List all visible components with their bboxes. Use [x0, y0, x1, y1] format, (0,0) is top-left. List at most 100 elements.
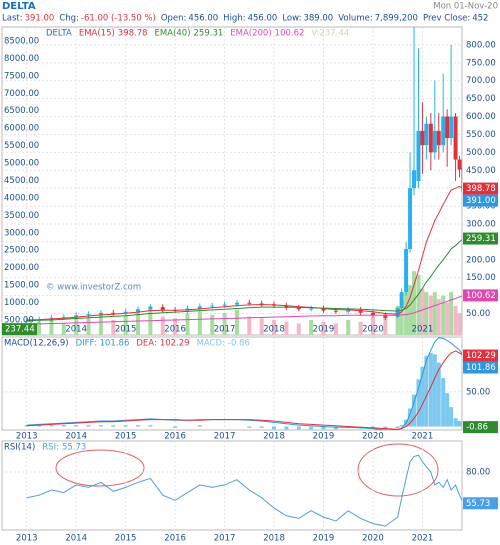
- quote-value: 456.00: [188, 14, 218, 24]
- macd-bar: [445, 393, 450, 427]
- value-box-label: 100.62: [466, 291, 496, 301]
- candle-body: [296, 307, 301, 310]
- candle-body: [333, 310, 338, 312]
- x-tick-label: 2021: [412, 534, 434, 544]
- candle-body: [309, 308, 314, 310]
- volume-bar: [412, 271, 417, 335]
- macd-bar: [247, 426, 252, 428]
- macd-bar: [420, 366, 425, 427]
- y-tick-label: 50.00: [466, 309, 490, 319]
- y-tick-label: 800.00: [466, 40, 496, 50]
- x-tick-label: 2020: [362, 325, 384, 335]
- volume-bar: [234, 309, 239, 335]
- macd-bar: [61, 425, 66, 427]
- panel-title: MACD(12,26,9): [4, 339, 69, 349]
- legend-value: 55.73: [62, 443, 86, 453]
- volume-bar: [49, 320, 54, 335]
- quote-value: -61.00 (-13.50 %): [81, 14, 156, 24]
- volume-bar: [395, 306, 400, 335]
- legend-value: 102.29: [160, 339, 190, 349]
- y-tick-label: 600.00: [466, 112, 496, 122]
- volume-bar: [74, 316, 79, 335]
- macd-bar: [272, 426, 277, 430]
- volume-bar: [383, 313, 388, 335]
- annotation-circle: [55, 449, 145, 487]
- legend-name: EMA(40): [155, 29, 191, 39]
- candle-body: [461, 168, 462, 192]
- volume-bar: [296, 323, 301, 335]
- quote-value: 391.00: [25, 14, 55, 24]
- volume-bar: [160, 316, 165, 335]
- y2-tick-label: 3500.00: [4, 211, 39, 221]
- candle-body: [74, 315, 79, 318]
- y-tick-label: 300.00: [466, 219, 496, 229]
- line: [26, 337, 462, 430]
- line: [26, 239, 462, 322]
- quote-label: Low:: [282, 14, 301, 24]
- candle-body: [453, 116, 458, 160]
- macd-bar: [399, 425, 404, 427]
- candle-body: [445, 116, 450, 139]
- quote-label: Last:: [2, 14, 23, 24]
- legend-name: EMA(15): [79, 29, 115, 39]
- volume-bar: [428, 295, 433, 335]
- x-tick-label: 2015: [115, 534, 137, 544]
- value-box: [463, 232, 498, 245]
- y2-tick-label: 7500.00: [4, 71, 39, 81]
- candle-body: [424, 123, 429, 146]
- candle-body: [247, 302, 252, 304]
- x-tick-label: 2021: [412, 325, 434, 335]
- candle-body: [420, 130, 425, 146]
- candle-body: [123, 311, 128, 314]
- y2-tick-label: 8500.00: [4, 36, 39, 46]
- candle-body: [61, 317, 66, 319]
- macd-bar: [98, 425, 103, 427]
- y-tick-label: 450.00: [466, 166, 496, 176]
- macd-bar: [408, 408, 413, 427]
- legend-value: -0.86: [228, 339, 250, 349]
- macd-bar: [333, 426, 338, 430]
- macd-bar: [370, 426, 375, 428]
- macd-bar: [37, 425, 42, 427]
- y-tick-label: 150.00: [466, 273, 496, 283]
- legend-name: MACD:: [197, 339, 225, 349]
- y-tick-label: 50.00: [466, 387, 490, 397]
- volume-bar: [358, 321, 363, 335]
- volume-bar: [86, 318, 91, 335]
- y2-tick-label: 6000.00: [4, 124, 39, 134]
- y-tick-label: 500.00: [466, 148, 496, 158]
- volume-bar: [424, 292, 429, 335]
- macd-bar: [296, 426, 301, 430]
- x-tick-label: 2013: [16, 534, 38, 544]
- quote-value: 7,899,200: [375, 14, 418, 24]
- macd-bar: [74, 425, 79, 427]
- x-tick-label: 2019: [313, 325, 335, 335]
- candle-body: [370, 312, 375, 316]
- y-tick-label: 550.00: [466, 130, 496, 140]
- y2-tick-label: 2500.00: [4, 246, 39, 256]
- macd-bar: [457, 420, 462, 427]
- value-box: [463, 421, 498, 434]
- y2-tick-label: 500.00: [4, 316, 34, 326]
- line: [26, 350, 462, 430]
- volume-bar: [432, 292, 437, 335]
- x-tick-label: 2017: [214, 432, 236, 442]
- macd-bar: [123, 425, 128, 427]
- candle-body: [383, 315, 388, 318]
- quote-label: High:: [223, 14, 245, 24]
- macd-bar: [321, 426, 326, 430]
- macd-bar: [436, 362, 441, 427]
- macd-bar: [111, 425, 116, 427]
- plot-area: [2, 337, 462, 430]
- legend-name: DEA:: [136, 339, 156, 349]
- macd-bar: [449, 407, 454, 427]
- candle-body: [86, 314, 91, 316]
- line: [26, 295, 462, 325]
- x-tick-label: 2016: [164, 432, 186, 442]
- y2-tick-label: 4500.00: [4, 176, 39, 186]
- y2-tick-label: 5000.00: [4, 159, 39, 169]
- volume-bar: [453, 306, 458, 335]
- candle-body: [432, 130, 437, 153]
- y2-tick-label: 7000.00: [4, 89, 39, 99]
